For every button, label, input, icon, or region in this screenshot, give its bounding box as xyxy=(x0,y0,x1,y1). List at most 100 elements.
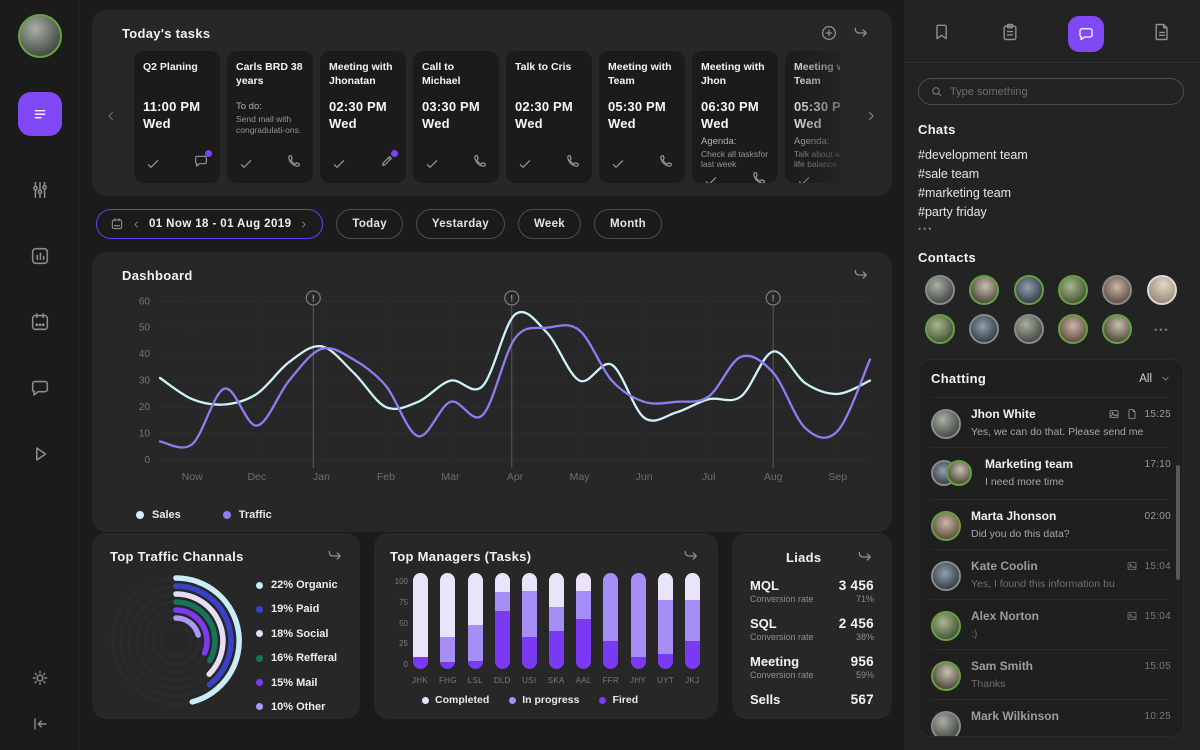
task-check-icon[interactable] xyxy=(145,156,161,172)
task-title: Call to Michael xyxy=(422,61,461,87)
filter-button-week[interactable]: Week xyxy=(517,209,581,239)
chat-channel-item[interactable]: #marketing team xyxy=(918,186,1012,200)
stacked-bar[interactable] xyxy=(576,573,592,669)
panel-tab-chat[interactable] xyxy=(1068,16,1104,52)
open-leads-button[interactable] xyxy=(856,548,874,566)
open-traffic-button[interactable] xyxy=(326,547,344,565)
contact-avatar[interactable] xyxy=(1058,275,1089,305)
open-managers-button[interactable] xyxy=(682,547,700,565)
y-tick: 50 xyxy=(399,618,408,628)
user-avatar[interactable] xyxy=(17,14,62,58)
task-check-icon[interactable] xyxy=(238,156,254,172)
contact-avatar[interactable] xyxy=(1058,314,1089,344)
chat-icon xyxy=(193,153,209,169)
contact-avatar[interactable] xyxy=(925,314,956,344)
task-check-icon[interactable] xyxy=(331,156,347,172)
contact-avatar[interactable] xyxy=(969,275,1000,305)
stacked-bar[interactable] xyxy=(684,573,700,669)
task-action[interactable] xyxy=(751,170,767,183)
sidebar-item-media[interactable] xyxy=(28,442,52,466)
contact-avatar[interactable] xyxy=(1102,275,1133,305)
chats-more-button[interactable]: ••• xyxy=(918,224,934,234)
message-row[interactable]: Marketing team 17:10 I need more time xyxy=(931,447,1171,499)
open-tasks-button[interactable] xyxy=(852,24,870,42)
task-card[interactable]: Q2 Planing 11:00 PM Wed xyxy=(134,51,220,183)
scrollbar-thumb[interactable] xyxy=(1176,465,1180,580)
task-action[interactable] xyxy=(658,153,674,174)
task-check-icon[interactable] xyxy=(424,156,440,172)
task-time: 06:30 PM Wed xyxy=(701,99,769,133)
sidebar-item-messages[interactable] xyxy=(28,376,52,400)
chatting-filter-dropdown[interactable]: All xyxy=(1139,373,1171,385)
task-check-icon[interactable] xyxy=(703,173,719,183)
stacked-bar[interactable] xyxy=(494,573,510,669)
panel-tab-bookmarks[interactable] xyxy=(932,22,952,47)
task-card[interactable]: Talk to Cris 02:30 PM Wed xyxy=(506,51,592,183)
task-time-value: 02:30 PM xyxy=(329,99,387,115)
task-card[interactable]: Meeting with Jhon 06:30 PM Wed Agenda: Check… xyxy=(692,51,778,183)
search-input[interactable] xyxy=(950,85,1172,98)
task-check-icon[interactable] xyxy=(517,156,533,172)
chat-channel-item[interactable]: #party friday xyxy=(918,205,987,219)
contact-avatar[interactable] xyxy=(1102,314,1133,344)
task-card[interactable]: Carls BRD 38 years To do: Send mail with c… xyxy=(227,51,313,183)
message-row[interactable]: Kate Coolin 15:04 Yes, I found this inform… xyxy=(931,549,1171,599)
task-action[interactable] xyxy=(565,153,581,174)
message-row[interactable]: Sam Smith 15:05 Thanks xyxy=(931,649,1171,699)
task-action[interactable] xyxy=(379,150,398,174)
filter-button-month[interactable]: Month xyxy=(593,209,662,239)
date-range-picker[interactable]: 01 Now 18 - 01 Aug 2019 xyxy=(96,209,324,239)
stacked-bar[interactable] xyxy=(521,573,537,669)
date-prev-button[interactable] xyxy=(131,219,142,230)
stacked-bar[interactable] xyxy=(548,573,564,669)
sidebar-item-filters[interactable] xyxy=(28,178,52,202)
stacked-bar[interactable] xyxy=(467,573,483,669)
carousel-next-button[interactable] xyxy=(864,109,878,123)
message-row[interactable]: Mark Wilkinson 10:25 xyxy=(931,699,1171,736)
task-check-icon[interactable] xyxy=(796,173,812,183)
contacts-more-button[interactable]: ••• xyxy=(1154,325,1170,335)
message-row[interactable]: Alex Norton 15:04:) xyxy=(931,599,1171,649)
panel-tab-notes[interactable] xyxy=(1000,22,1020,47)
task-action[interactable] xyxy=(193,150,212,174)
stacked-bar[interactable] xyxy=(603,573,619,669)
add-task-button[interactable] xyxy=(820,24,838,42)
date-next-button[interactable] xyxy=(298,219,309,230)
open-dashboard-button[interactable] xyxy=(852,266,870,284)
chat-channel-item[interactable]: #development team xyxy=(918,148,1028,162)
task-action[interactable] xyxy=(286,153,302,174)
contact-avatar[interactable] xyxy=(1013,275,1044,305)
contact-avatar[interactable] xyxy=(925,275,956,305)
contact-avatar[interactable] xyxy=(969,314,1000,344)
task-card[interactable]: Meeting with Team 05:30 PM Wed xyxy=(599,51,685,183)
filter-button-yestarday[interactable]: Yestarday xyxy=(415,209,505,239)
message-row[interactable]: Marta Jhonson 02:00 Did you do this data? xyxy=(931,499,1171,549)
sidebar-item-calendar[interactable] xyxy=(28,310,52,334)
contact-avatar[interactable] xyxy=(1146,275,1177,305)
sidebar-item-stats[interactable] xyxy=(28,244,52,268)
task-card[interactable]: Call to Michael 03:30 PM Wed xyxy=(413,51,499,183)
message-row[interactable]: Jhon White 15:25 Yes, we can do that. Plea… xyxy=(931,398,1171,447)
legend-label: 15% Mail xyxy=(271,676,318,689)
message-avatar xyxy=(931,711,961,736)
y-tick: 25 xyxy=(399,639,408,649)
contact-avatar[interactable] xyxy=(1013,314,1044,344)
stacked-bar[interactable] xyxy=(630,573,646,669)
message-text: I need more time xyxy=(985,476,1064,488)
stacked-bar[interactable] xyxy=(440,573,456,669)
task-card[interactable]: Meeting with Jhonatan 02:30 PM Wed xyxy=(320,51,406,183)
collapse-sidebar-button[interactable] xyxy=(28,712,52,736)
filter-button-today[interactable]: Today xyxy=(336,209,403,239)
task-check-icon[interactable] xyxy=(610,156,626,172)
theme-toggle[interactable] xyxy=(28,666,52,690)
chat-channel-item[interactable]: #sale team xyxy=(918,167,980,181)
panel-tab-files[interactable] xyxy=(1152,22,1172,47)
stacked-bar[interactable] xyxy=(657,573,673,669)
carousel-prev-button[interactable] xyxy=(104,109,118,123)
sidebar-item-tasks[interactable] xyxy=(17,92,62,136)
sliders-icon xyxy=(29,179,51,201)
task-action[interactable] xyxy=(472,153,488,174)
bar-column: LSL xyxy=(468,573,483,685)
stacked-bar[interactable] xyxy=(412,573,428,669)
